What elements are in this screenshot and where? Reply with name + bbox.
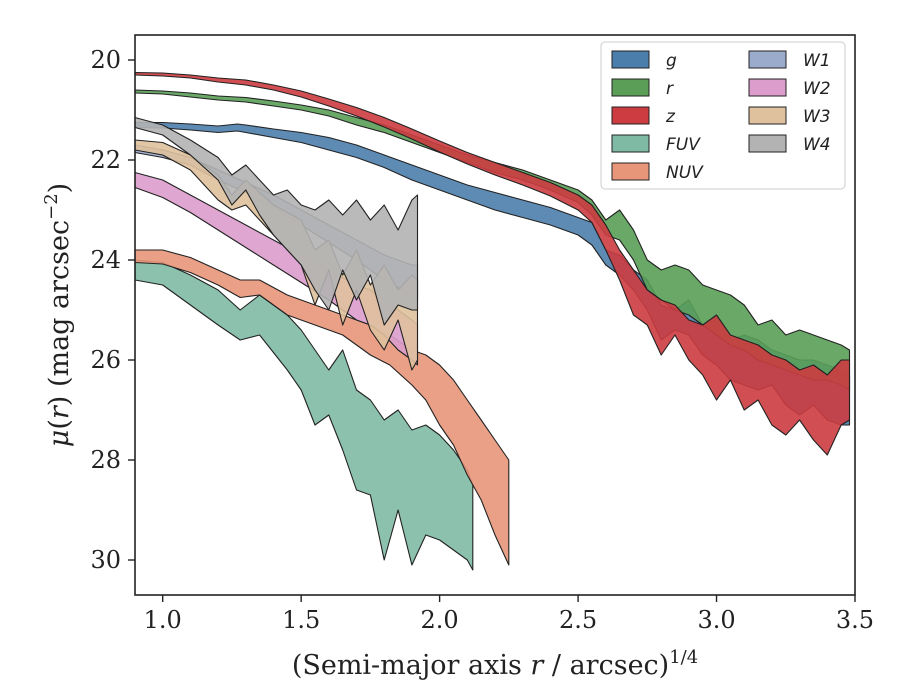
series-band-w4 [134, 116, 419, 326]
legend-swatch-w2 [748, 78, 787, 97]
legend-swatch-w4 [748, 134, 787, 153]
legend-label-g: g [666, 51, 677, 71]
legend-label-z: z [665, 107, 676, 127]
x-tick-label: 1.5 [282, 606, 320, 634]
x-axis-label-var: r [530, 650, 545, 681]
x-axis-ticks: 1.0 1.5 2.0 2.5 3.0 3.5 [144, 595, 874, 634]
legend-label-nuv: NUV [666, 163, 704, 183]
legend-swatch-w3 [748, 106, 787, 125]
legend-label-r: r [666, 79, 674, 99]
legend: grz FUV NUV W1 W2 W3 W4 [600, 41, 846, 190]
y-tick-label: 22 [90, 146, 121, 174]
x-tick-label: 2.5 [559, 606, 597, 634]
legend-label-w2: W2 [803, 79, 831, 99]
y-tick-label: 30 [90, 546, 121, 574]
x-axis-label-sup: 1/4 [669, 647, 698, 668]
x-axis-label: (Semi-major axis r / arcsec)1/4 [292, 647, 698, 681]
plot-frame [134, 34, 856, 596]
y-axis-label-units: (mag arcsec [44, 220, 75, 396]
y-tick-label: 28 [90, 446, 121, 474]
series-band-fuv [134, 259, 474, 571]
y-axis-label-open: ( [44, 419, 75, 430]
series-band-g [134, 121, 851, 426]
legend-label-w4: W4 [803, 135, 831, 155]
legend-swatch-fuv [611, 134, 650, 153]
y-tick-label: 24 [90, 246, 121, 274]
series-band-z [134, 71, 851, 456]
x-axis-label-post: / arcsec) [543, 650, 669, 681]
x-tick-label: 3.0 [697, 606, 735, 634]
y-axis-label: μ(r) (mag arcsec−2) [41, 183, 75, 447]
x-axis-label-pre: (Semi-major axis [292, 650, 531, 681]
legend-swatch-r [611, 78, 650, 97]
y-axis-label-mu: μ [44, 430, 75, 448]
y-axis-ticks: 20 22 24 26 28 30 [90, 46, 135, 574]
legend-swatch-nuv [611, 162, 650, 181]
legend-swatch-w1 [748, 50, 787, 69]
y-tick-label: 26 [90, 346, 121, 374]
series-bands [134, 71, 851, 571]
legend-swatch-z [611, 106, 650, 125]
x-tick-label: 3.5 [836, 606, 874, 634]
legend-label-fuv: FUV [666, 135, 701, 155]
y-tick-label: 20 [90, 46, 121, 74]
y-axis-label-close: ) [44, 396, 75, 407]
series-band-nuv [134, 249, 510, 566]
legend-label-w3: W3 [803, 107, 831, 127]
y-axis-label-var: r [44, 404, 75, 419]
x-tick-label: 1.0 [144, 606, 182, 634]
y-axis-label-sup: −2 [41, 193, 62, 220]
legend-label-w1: W1 [803, 51, 831, 71]
series-band-w2 [134, 171, 419, 366]
x-tick-label: 2.0 [421, 606, 459, 634]
y-axis-label-end: ) [44, 183, 75, 194]
legend-swatch-g [611, 50, 650, 69]
